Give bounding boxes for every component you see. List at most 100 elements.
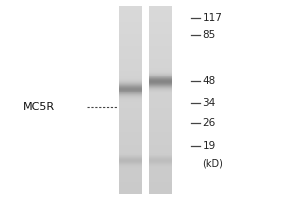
Bar: [149, 81, 172, 83]
Bar: [149, 118, 172, 119]
Bar: [149, 51, 172, 52]
Bar: [149, 82, 172, 83]
Bar: [149, 76, 172, 77]
Bar: [149, 107, 172, 108]
Bar: [149, 173, 172, 175]
Bar: [119, 150, 142, 151]
Bar: [119, 54, 142, 55]
Bar: [119, 86, 142, 87]
Bar: [149, 141, 172, 143]
Bar: [119, 74, 142, 75]
Bar: [119, 46, 142, 48]
Bar: [149, 178, 172, 179]
Bar: [119, 155, 142, 157]
Bar: [149, 65, 172, 67]
Bar: [149, 113, 172, 114]
Bar: [149, 95, 172, 97]
Bar: [119, 63, 142, 65]
Bar: [149, 39, 172, 40]
Bar: [149, 11, 172, 12]
Bar: [119, 126, 142, 128]
Bar: [149, 43, 172, 44]
Bar: [119, 177, 142, 178]
Bar: [149, 28, 172, 29]
Bar: [119, 108, 142, 109]
Bar: [119, 90, 142, 91]
Bar: [119, 95, 142, 97]
Bar: [119, 186, 142, 187]
Bar: [149, 37, 172, 38]
Bar: [119, 76, 142, 78]
Bar: [119, 25, 142, 26]
Bar: [119, 176, 142, 177]
Bar: [119, 19, 142, 21]
Bar: [149, 106, 172, 107]
Bar: [149, 102, 172, 103]
Bar: [119, 159, 142, 161]
Bar: [119, 188, 142, 190]
Bar: [149, 193, 172, 194]
Bar: [119, 11, 142, 12]
Bar: [119, 156, 142, 158]
Bar: [119, 112, 142, 114]
Bar: [149, 121, 172, 122]
Bar: [149, 68, 172, 69]
Bar: [119, 85, 142, 86]
Bar: [149, 64, 172, 66]
Bar: [119, 122, 142, 123]
Bar: [149, 73, 172, 74]
Text: 34: 34: [202, 98, 216, 108]
Bar: [119, 89, 142, 90]
Bar: [119, 17, 142, 19]
Bar: [119, 36, 142, 37]
Bar: [149, 164, 172, 165]
Bar: [149, 63, 172, 65]
Bar: [149, 87, 172, 88]
Bar: [149, 116, 172, 117]
Bar: [119, 113, 142, 114]
Bar: [149, 159, 172, 161]
Bar: [119, 27, 142, 28]
Bar: [119, 165, 142, 166]
Bar: [119, 49, 142, 51]
Bar: [149, 100, 172, 101]
Bar: [119, 178, 142, 179]
Bar: [119, 136, 142, 137]
Bar: [119, 191, 142, 193]
Bar: [149, 79, 172, 81]
Bar: [149, 182, 172, 183]
Bar: [119, 14, 142, 15]
Bar: [119, 45, 142, 47]
Bar: [119, 80, 142, 82]
Bar: [149, 83, 172, 84]
Bar: [119, 127, 142, 129]
Bar: [119, 117, 142, 118]
Bar: [149, 80, 172, 82]
Bar: [149, 129, 172, 130]
Bar: [119, 154, 142, 155]
Bar: [149, 89, 172, 90]
Bar: [149, 161, 172, 162]
Bar: [119, 45, 142, 46]
Bar: [149, 131, 172, 132]
Bar: [149, 12, 172, 13]
Bar: [119, 130, 142, 131]
Bar: [149, 144, 172, 146]
Bar: [119, 170, 142, 171]
Bar: [119, 106, 142, 107]
Bar: [119, 185, 142, 186]
Bar: [119, 73, 142, 74]
Bar: [149, 98, 172, 99]
Bar: [149, 123, 172, 125]
Bar: [149, 49, 172, 51]
Bar: [119, 39, 142, 40]
Bar: [149, 138, 172, 139]
Bar: [119, 161, 142, 162]
Bar: [149, 29, 172, 31]
Bar: [149, 14, 172, 15]
Bar: [149, 170, 172, 172]
Bar: [149, 72, 172, 73]
Bar: [149, 23, 172, 24]
Bar: [149, 136, 172, 137]
Bar: [149, 112, 172, 114]
